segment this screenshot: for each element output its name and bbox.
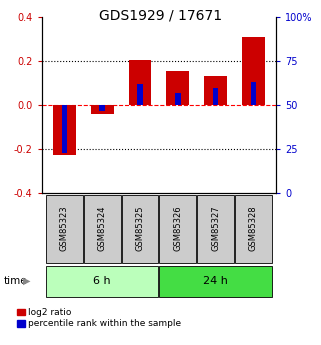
Text: GSM85326: GSM85326 <box>173 206 182 252</box>
Bar <box>53 105 76 155</box>
Text: GSM85327: GSM85327 <box>211 206 220 252</box>
Bar <box>84 195 120 263</box>
Bar <box>167 71 189 105</box>
Bar <box>160 195 196 263</box>
Text: GDS1929 / 17671: GDS1929 / 17671 <box>99 9 222 23</box>
Text: 24 h: 24 h <box>203 276 228 286</box>
Text: ▶: ▶ <box>23 276 31 286</box>
Text: 6 h: 6 h <box>93 276 111 286</box>
Bar <box>137 84 143 105</box>
Bar <box>46 195 83 263</box>
Bar <box>100 105 105 110</box>
Bar <box>197 195 234 263</box>
Bar <box>160 266 272 297</box>
Bar <box>175 93 181 105</box>
Bar <box>251 82 256 105</box>
Text: time: time <box>3 276 27 286</box>
Bar <box>235 195 272 263</box>
Bar <box>62 105 67 153</box>
Bar <box>129 60 151 105</box>
Text: GSM85324: GSM85324 <box>98 206 107 251</box>
Bar <box>213 88 218 105</box>
Bar <box>91 105 114 114</box>
Bar <box>242 37 265 105</box>
Legend: log2 ratio, percentile rank within the sample: log2 ratio, percentile rank within the s… <box>17 308 181 328</box>
Bar <box>122 195 158 263</box>
Bar <box>46 266 158 297</box>
Text: GSM85325: GSM85325 <box>135 206 144 251</box>
Text: GSM85323: GSM85323 <box>60 206 69 252</box>
Bar <box>204 76 227 105</box>
Text: GSM85328: GSM85328 <box>249 206 258 252</box>
